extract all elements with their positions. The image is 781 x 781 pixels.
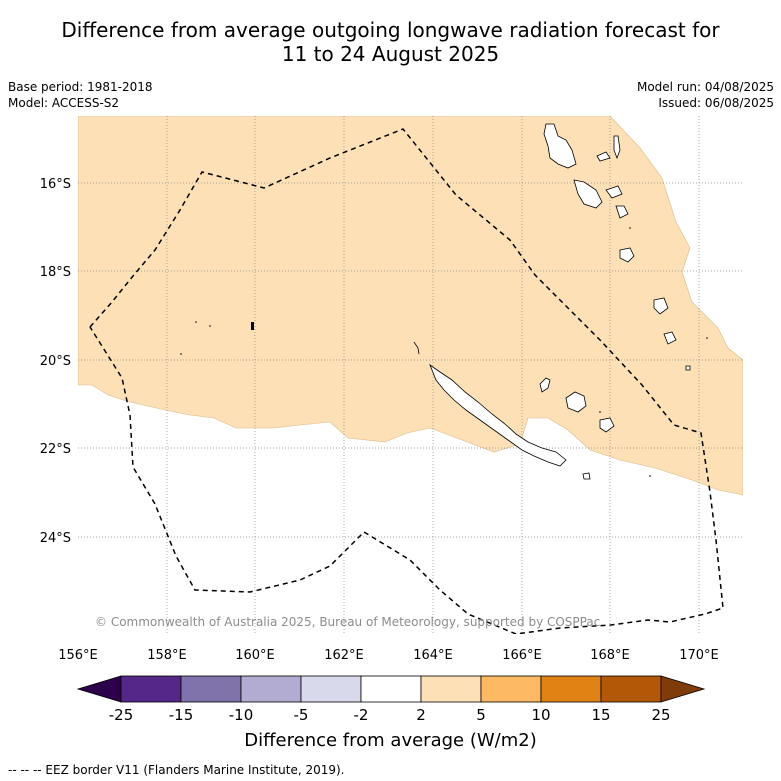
aneityum-island	[685, 365, 691, 371]
colorbar-extend-high	[660, 675, 706, 703]
colorbar-tick-label: -2	[354, 706, 369, 724]
model-name: Model: ACCESS-S2	[8, 96, 120, 110]
colorbar-bin	[180, 675, 242, 703]
espiritu-santo-island	[543, 123, 577, 169]
isle-of-pines	[582, 472, 591, 480]
pentecost-island	[613, 135, 621, 160]
colorbar-label: Difference from average (W/m2)	[244, 730, 537, 751]
meta-right: Model run: 04/08/2025 Issued: 06/08/2025	[637, 79, 774, 111]
lat-tick-label: 20°S	[40, 354, 71, 369]
eez-footnote: -- -- -- EEZ border V11 (Flanders Marine…	[8, 763, 345, 777]
lat-tick-label: 22°S	[40, 442, 71, 457]
ambrym-island	[605, 185, 623, 199]
colorbar-tick-label: -5	[294, 706, 309, 724]
colorbar-extend-low	[76, 675, 122, 703]
colorbar-bin	[360, 675, 422, 703]
erromango-island	[653, 297, 669, 315]
lat-tick-label: 16°S	[40, 177, 71, 192]
copyright-notice: © Commonwealth of Australia 2025, Bureau…	[95, 615, 600, 629]
model-run: Model run: 04/08/2025	[636, 80, 774, 94]
lifou-island	[565, 391, 587, 413]
lon-tick-label: 156°E	[58, 648, 98, 663]
mare-island	[599, 417, 615, 433]
new-caledonia-coastline	[429, 363, 567, 467]
colorbar-bin	[540, 675, 602, 703]
meta-left: Base period: 1981-2018 Model: ACCESS-S2	[8, 79, 153, 111]
epi-islands	[615, 205, 629, 219]
lon-tick-label: 170°E	[679, 648, 719, 663]
colorbar-tick-label: -15	[169, 706, 194, 724]
lon-tick-label: 160°E	[235, 648, 275, 663]
lat-tick-label: 18°S	[40, 265, 71, 280]
colorbar	[76, 675, 706, 703]
colorbar-tick-label: -25	[109, 706, 134, 724]
colorbar-ticks: -25 -15 -10 -5 -2 2 5 10 15 25	[109, 706, 671, 724]
colorbar-tick-label: -10	[229, 706, 254, 724]
longitude-axis: 156°E 158°E 160°E 162°E 164°E 166°E 168°…	[58, 648, 719, 663]
title-line-1: Difference from average outgoing longwav…	[61, 18, 720, 42]
colorbar-bin	[420, 675, 482, 703]
latitude-axis: 16°S 18°S 20°S 22°S 24°S	[40, 177, 71, 546]
map-area	[78, 116, 743, 634]
issued-date: Issued: 06/08/2025	[658, 96, 774, 110]
colorbar-bin	[480, 675, 542, 703]
eez-border	[89, 128, 724, 634]
small-islets	[180, 227, 708, 477]
lon-tick-label: 168°E	[590, 648, 630, 663]
belep-islands	[413, 341, 420, 355]
ouvea-island	[539, 377, 551, 393]
malakula-island	[573, 179, 603, 209]
lon-tick-label: 166°E	[502, 648, 542, 663]
colorbar-tick-label: 10	[531, 706, 550, 724]
graticule	[78, 116, 743, 634]
lon-tick-label: 164°E	[413, 648, 453, 663]
colorbar-tick-label: 5	[476, 706, 486, 724]
colorbar-bin	[600, 675, 662, 703]
colorbar-bin	[240, 675, 302, 703]
colorbar-bin	[120, 675, 182, 703]
efate-island	[619, 247, 635, 263]
colorbar-tick-label: 25	[651, 706, 670, 724]
colorbar-tick-label: 2	[416, 706, 426, 724]
anomaly-region-2-to-5	[78, 116, 743, 496]
lon-tick-label: 162°E	[324, 648, 364, 663]
lon-tick-label: 158°E	[147, 648, 187, 663]
title-line-2: 11 to 24 August 2025	[281, 42, 500, 66]
base-period: Base period: 1981-2018	[8, 80, 153, 94]
lat-tick-label: 24°S	[40, 531, 71, 546]
colorbar-tick-label: 15	[591, 706, 610, 724]
tanna-island	[663, 331, 677, 345]
map-title: Difference from average outgoing longwav…	[0, 18, 781, 66]
maewo-island	[596, 151, 611, 162]
colorbar-bin	[300, 675, 362, 703]
